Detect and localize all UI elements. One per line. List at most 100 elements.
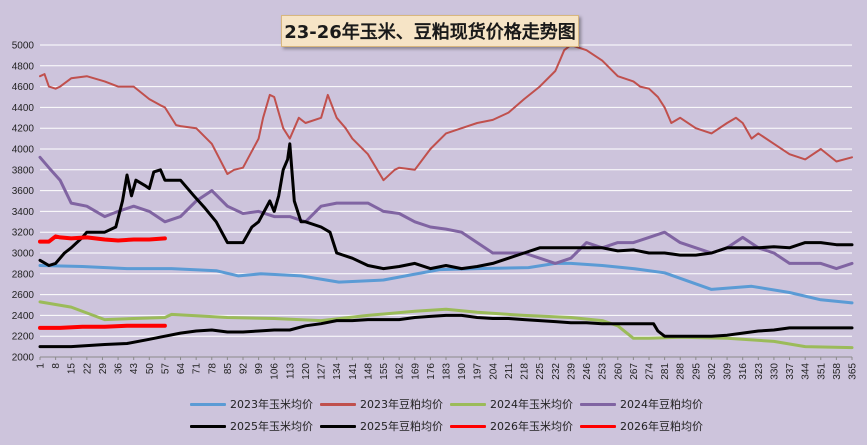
legend-swatch — [190, 424, 226, 428]
x-tick-label: 1 — [36, 363, 47, 369]
series-line-5 — [38, 313, 854, 349]
series-lines — [38, 44, 854, 350]
y-tick-label: 3200 — [12, 228, 35, 239]
legend-swatch — [320, 424, 356, 428]
y-tick-label: 4400 — [12, 103, 35, 114]
x-tick-label: 176 — [426, 363, 437, 380]
x-tick-label: 267 — [629, 363, 640, 380]
x-tick-label: 36 — [114, 363, 125, 375]
x-tick-label: 274 — [645, 363, 656, 380]
chart-title: 23-26年玉米、豆粕现货价格走势图 — [281, 15, 579, 47]
x-tick-label: 92 — [239, 363, 250, 375]
x-tick-label: 281 — [660, 363, 671, 380]
x-tick-label: 253 — [598, 363, 609, 380]
legend-item: 2024年玉米均价 — [450, 396, 573, 412]
grid-lines — [40, 44, 852, 358]
legend-swatch — [450, 402, 486, 406]
x-tick-label: 57 — [160, 363, 171, 375]
x-tick-label: 232 — [551, 363, 562, 380]
x-tick-label: 106 — [270, 363, 281, 380]
x-tick-label: 29 — [98, 363, 109, 375]
x-tick-label: 22 — [82, 363, 93, 375]
legend-swatch — [190, 402, 226, 406]
x-tick-label: 43 — [129, 363, 140, 375]
x-tick-label: 120 — [301, 363, 312, 380]
x-tick-label: 64 — [176, 363, 187, 375]
legend-item: 2024年豆粕均价 — [580, 396, 703, 412]
y-tick-label: 3600 — [12, 186, 35, 197]
x-tick-label: 169 — [410, 363, 421, 380]
x-tick-label: 365 — [848, 363, 859, 380]
legend-item: 2023年豆粕均价 — [320, 396, 443, 412]
legend-label: 2025年玉米均价 — [230, 420, 313, 433]
legend-label: 2026年玉米均价 — [490, 420, 573, 433]
x-tick-label: 78 — [207, 363, 218, 375]
x-tick-label: 351 — [816, 363, 827, 380]
x-tick-label: 323 — [754, 363, 765, 380]
x-tick-label: 190 — [457, 363, 468, 380]
legend-item: 2023年玉米均价 — [190, 396, 313, 412]
x-tick-label: 302 — [707, 363, 718, 380]
legend-label: 2023年豆粕均价 — [360, 398, 443, 411]
x-tick-label: 8 — [51, 363, 62, 369]
legend-label: 2025年豆粕均价 — [360, 420, 443, 433]
x-tick-label: 197 — [473, 363, 484, 380]
legend-swatch — [580, 402, 616, 406]
x-tick-label: 337 — [785, 363, 796, 380]
x-tick-label: 148 — [363, 363, 374, 380]
x-tick-label: 211 — [504, 363, 515, 379]
y-axis: 2000 2200 2400 2600 2800 3000 3200 3400 3600 3800… — [12, 41, 35, 364]
x-tick-label: 141 — [348, 363, 359, 380]
x-tick-label: 15 — [67, 363, 78, 375]
x-tick-label: 127 — [317, 363, 328, 380]
x-tick-label: 239 — [566, 363, 577, 380]
x-tick-label: 246 — [582, 363, 593, 380]
x-tick-label: 162 — [395, 363, 406, 380]
x-tick-label: 218 — [520, 363, 531, 380]
x-tick-label: 85 — [223, 363, 234, 375]
x-tick-label: 316 — [738, 363, 749, 380]
legend-label: 2023年玉米均价 — [230, 398, 313, 411]
y-tick-label: 2400 — [12, 311, 35, 322]
x-tick-label: 50 — [145, 363, 156, 375]
x-tick-label: 183 — [442, 363, 453, 380]
legend-label: 2024年玉米均价 — [490, 398, 573, 411]
x-tick-label: 344 — [801, 363, 812, 380]
x-axis: 1 8 15 22 29 36 43 50 57 64 71 78 85 92 99 106 113 120 127… — [36, 356, 859, 380]
y-tick-label: 4600 — [12, 82, 35, 93]
x-tick-label: 71 — [192, 363, 203, 375]
legend: 2023年玉米均价 2023年豆粕均价 2024年玉米均价 2024年豆粕均价 2025… — [190, 396, 710, 440]
x-tick-label: 204 — [488, 363, 499, 380]
legend-swatch — [580, 424, 616, 428]
y-tick-label: 3400 — [12, 207, 35, 218]
y-tick-label: 4000 — [12, 145, 35, 156]
x-tick-label: 288 — [676, 363, 687, 380]
x-tick-label: 99 — [254, 363, 265, 375]
x-tick-label: 113 — [285, 363, 296, 379]
x-tick-label: 358 — [832, 363, 843, 380]
legend-item: 2026年玉米均价 — [450, 418, 573, 434]
series-line-1 — [38, 261, 854, 305]
y-tick-label: 2000 — [12, 353, 35, 364]
legend-swatch — [320, 402, 356, 406]
y-tick-label: 4800 — [12, 61, 35, 72]
y-tick-label: 3800 — [12, 165, 35, 176]
legend-label: 2024年豆粕均价 — [620, 398, 703, 411]
y-tick-label: 2800 — [12, 269, 35, 280]
legend-item: 2025年豆粕均价 — [320, 418, 443, 434]
x-tick-label: 295 — [691, 363, 702, 380]
x-tick-label: 155 — [379, 363, 390, 380]
legend-swatch — [450, 424, 486, 428]
x-tick-label: 225 — [535, 363, 546, 380]
y-tick-label: 3000 — [12, 249, 35, 260]
series-line-6 — [38, 142, 854, 271]
x-tick-label: 330 — [769, 363, 780, 380]
y-tick-label: 2600 — [12, 290, 35, 301]
x-tick-label: 309 — [723, 363, 734, 380]
y-tick-label: 5000 — [12, 41, 35, 52]
legend-label: 2026年豆粕均价 — [620, 420, 703, 433]
y-tick-label: 2200 — [12, 332, 35, 343]
legend-item: 2026年豆粕均价 — [580, 418, 703, 434]
